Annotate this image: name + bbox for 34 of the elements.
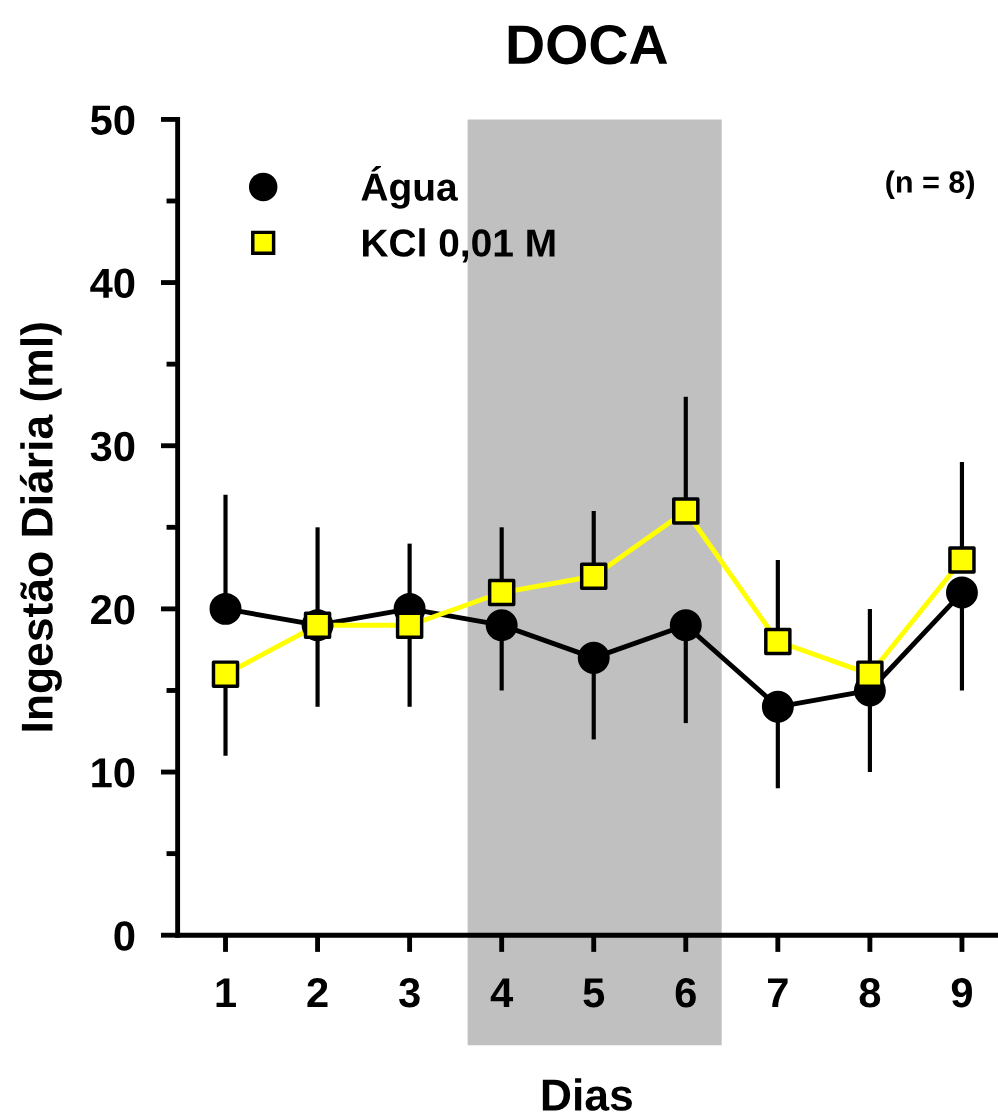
point bbox=[945, 576, 978, 609]
y-axis-title: Ingestão Diária (ml) bbox=[19, 323, 62, 731]
y-tick-label: 10 bbox=[92, 758, 135, 788]
x-tick-label: 4 bbox=[490, 978, 514, 1008]
legend-label: KCl 0,01 M bbox=[363, 228, 555, 263]
legend-label: Água bbox=[361, 166, 458, 209]
point bbox=[761, 690, 794, 723]
annotation: (n = 8) bbox=[886, 170, 975, 199]
x-tick-label: 2 bbox=[307, 977, 328, 1008]
x-tick-label: 9 bbox=[951, 977, 972, 1008]
y-tick-label: 30 bbox=[90, 431, 135, 462]
x-tick-label: 7 bbox=[768, 978, 788, 1008]
x-tick-label: 6 bbox=[675, 977, 696, 1008]
point bbox=[211, 660, 240, 688]
point bbox=[669, 609, 702, 642]
x-tick-label: 1 bbox=[216, 978, 236, 1008]
point bbox=[764, 627, 792, 656]
x-tick-label: 5 bbox=[583, 978, 605, 1008]
point bbox=[485, 609, 518, 642]
point bbox=[577, 641, 610, 674]
point bbox=[672, 497, 700, 525]
y-tick-label: 0 bbox=[114, 921, 135, 951]
y-tick-label: 40 bbox=[90, 268, 135, 299]
point bbox=[209, 592, 242, 625]
point bbox=[948, 546, 976, 574]
x-tick-label: 3 bbox=[398, 977, 420, 1008]
point bbox=[579, 562, 608, 591]
y-tick-label: 50 bbox=[90, 105, 135, 135]
point bbox=[487, 578, 516, 607]
chart-title: DOCA bbox=[508, 25, 668, 65]
point bbox=[856, 660, 884, 688]
x-axis-title: Dias bbox=[542, 1078, 632, 1111]
x-tick-label: 8 bbox=[859, 977, 881, 1008]
y-tick-label: 20 bbox=[91, 594, 135, 625]
